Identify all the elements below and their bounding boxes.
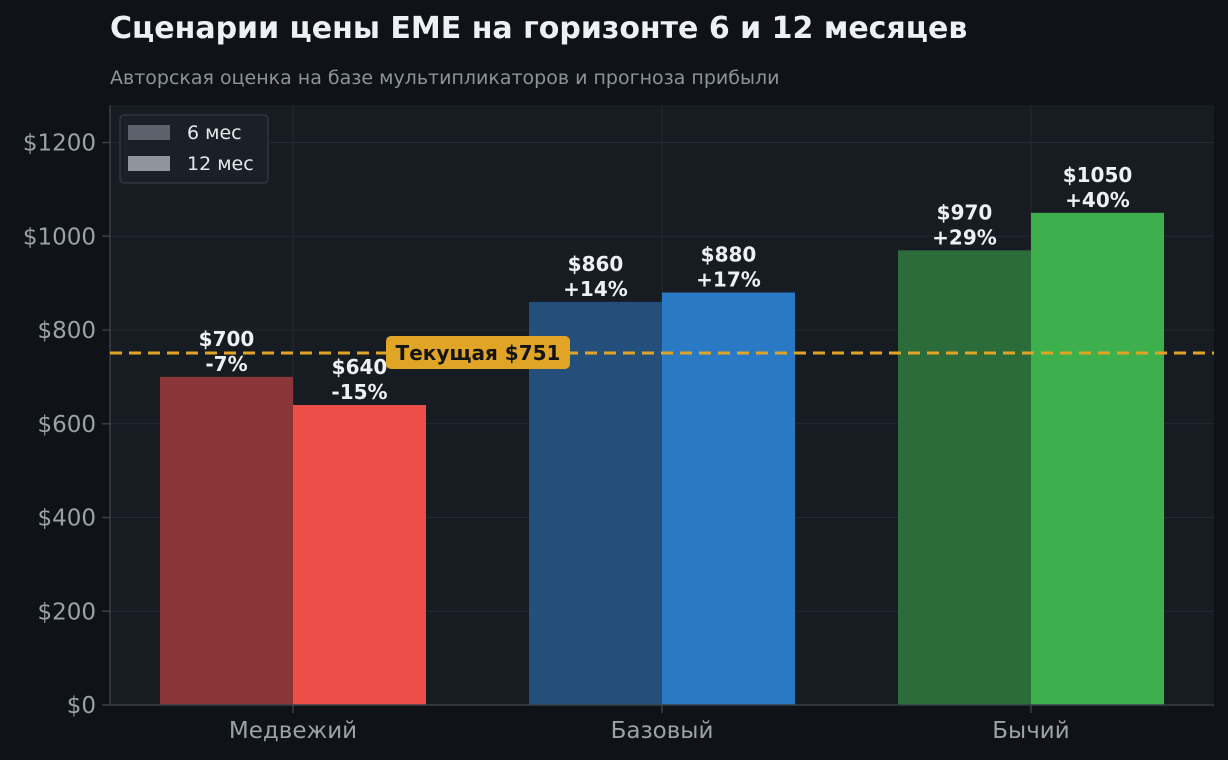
reference-label-box — [386, 335, 570, 369]
bar — [898, 250, 1031, 705]
bar-value-label: $700 — [199, 327, 255, 351]
y-tick-label: $0 — [67, 693, 96, 719]
reference-label: Текущая $751 — [396, 341, 561, 365]
y-tick-label: $1200 — [23, 131, 96, 157]
legend-swatch — [128, 156, 170, 171]
bar — [1031, 212, 1164, 705]
bar — [662, 292, 795, 705]
bar-value-label: $640 — [332, 355, 388, 379]
bar-change-label: -7% — [205, 352, 247, 376]
bars: $700-7% $860+14% $970+29% $640-15% $880+17% $… — [160, 163, 1164, 705]
chart-subtitle: Авторская оценка на базе мультипликаторо… — [110, 67, 779, 89]
x-tick-label: Базовый — [611, 718, 714, 744]
y-tick-label: $1000 — [23, 224, 96, 250]
legend-label: 6 мес — [187, 122, 242, 144]
bar-change-label: +17% — [696, 268, 761, 292]
bar — [160, 376, 293, 705]
x-tick-label: Медвежий — [229, 718, 357, 744]
bar-change-label: -15% — [331, 380, 387, 404]
chart-title: Сценарии цены EME на горизонте 6 и 12 ме… — [110, 11, 967, 46]
y-tick-label: $800 — [37, 318, 96, 344]
y-tick-label: $600 — [37, 412, 96, 438]
bar-value-label: $1050 — [1063, 163, 1133, 187]
y-axis: $0 $200 $400 $600 $800 $1000 $1200 — [23, 105, 111, 719]
x-tick-label: Бычий — [992, 718, 1069, 744]
legend-swatch — [128, 125, 170, 140]
legend: 6 мес 12 мес — [119, 114, 269, 184]
legend-label: 12 мес — [187, 153, 254, 175]
y-tick-label: $400 — [37, 506, 96, 532]
y-tick-label: $200 — [37, 599, 96, 625]
bar-change-label: +40% — [1065, 188, 1130, 212]
reference-line-group: Текущая $751 — [110, 335, 1214, 369]
bar — [293, 405, 426, 705]
bar — [529, 301, 662, 705]
bar-value-label: $860 — [568, 252, 624, 276]
bar-change-label: +29% — [932, 225, 997, 249]
bar-value-label: $880 — [701, 243, 757, 267]
x-axis: Медвежий Базовый Бычий — [110, 704, 1214, 744]
bar-change-label: +14% — [563, 277, 628, 301]
bar-value-label: $970 — [937, 200, 993, 224]
